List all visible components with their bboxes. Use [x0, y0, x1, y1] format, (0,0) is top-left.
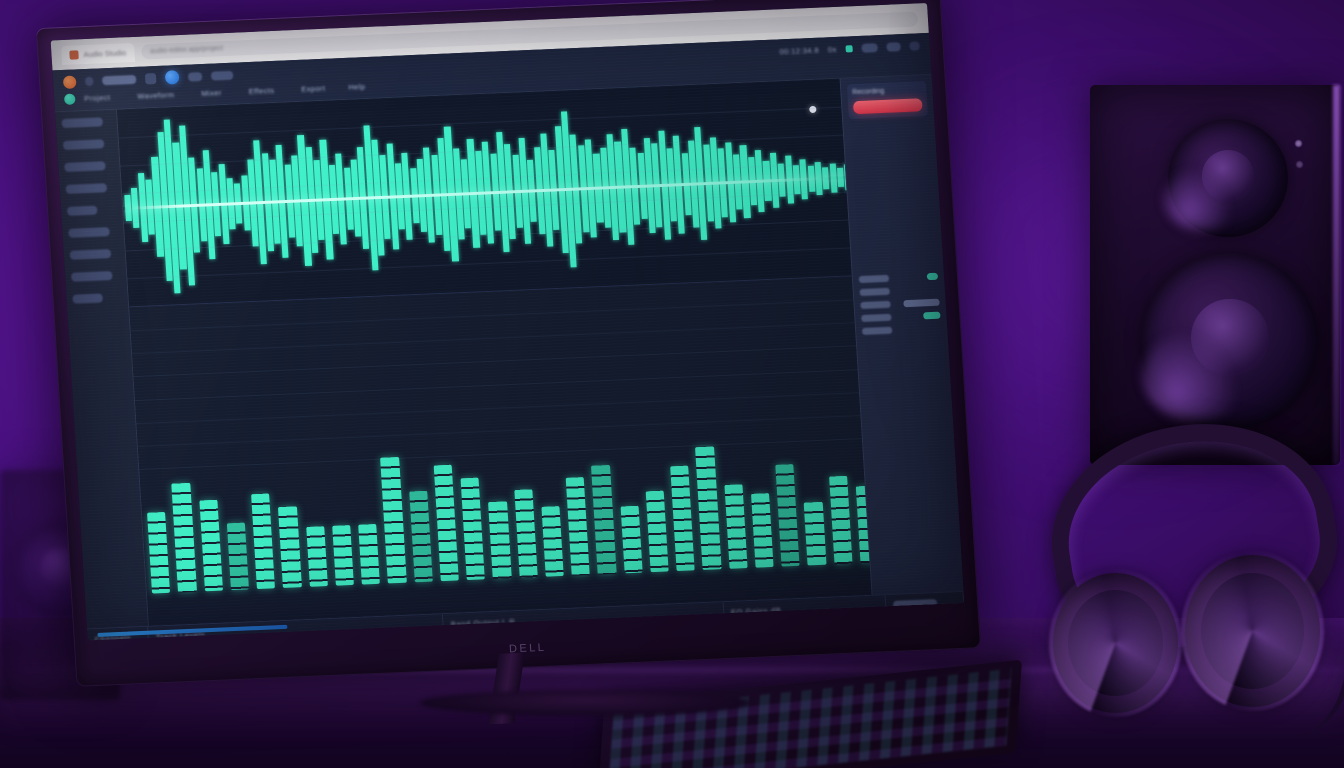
record-status-icon [845, 44, 853, 52]
equalizer-bar[interactable] [591, 465, 617, 575]
browser-tab-title: Audio Studio [83, 47, 127, 59]
equalizer-bar[interactable] [460, 477, 486, 581]
monitor-screen: Audio Studio audio-editor.app/project [50, 2, 965, 641]
record-button[interactable] [852, 98, 923, 115]
earcup-right-ring [1181, 551, 1324, 711]
equalizer-bar[interactable] [380, 456, 407, 584]
equalizer-bar[interactable] [171, 483, 197, 593]
sidebar-item-markers[interactable] [65, 183, 108, 194]
equalizer-bar[interactable] [723, 483, 748, 569]
timecode-readout: 00:12:34.8 [779, 45, 820, 56]
equalizer-bar[interactable] [358, 524, 381, 585]
property-row-format[interactable] [859, 285, 939, 297]
equalizer-bar[interactable] [408, 490, 433, 583]
tab-export[interactable]: Export [301, 83, 326, 94]
computer-monitor: DELL Audio Studio audio-editor.app/proje… [35, 0, 982, 725]
toolbar-handle [84, 76, 94, 86]
speaker-edge-highlight [1333, 85, 1340, 465]
property-key-format [859, 287, 890, 297]
equalizer-bar[interactable] [670, 465, 695, 572]
sidebar-item-library[interactable] [61, 117, 104, 129]
woofer-highlight [1142, 329, 1252, 421]
speaker-status-led [1296, 161, 1303, 168]
browser-tab[interactable]: Audio Studio [60, 42, 135, 65]
studio-speaker-right [1090, 85, 1340, 465]
properties-list [858, 272, 942, 335]
property-row-bitrate[interactable] [861, 311, 941, 323]
equalizer-bar[interactable] [147, 512, 171, 594]
equalizer-pane[interactable] [129, 276, 872, 626]
equalizer-bar[interactable] [828, 475, 853, 565]
zoom-readout: 0x [827, 44, 837, 54]
power-icon[interactable] [909, 40, 920, 51]
equalizer-bar[interactable] [803, 501, 827, 566]
equalizer-bar[interactable] [565, 476, 590, 576]
sidebar-item-presets[interactable] [68, 227, 110, 238]
sidebar-item-settings[interactable] [66, 205, 98, 216]
equalizer-gridline [139, 437, 862, 470]
headphones [1025, 404, 1344, 741]
equalizer-bar[interactable] [278, 506, 302, 589]
play-button-icon[interactable] [164, 70, 180, 85]
property-row-mode[interactable] [861, 324, 942, 335]
tool-pill-a[interactable] [187, 71, 203, 82]
equalizer-bar[interactable] [305, 526, 328, 587]
equalizer-bar[interactable] [513, 489, 538, 578]
recording-card: Recording [846, 81, 928, 120]
equalizer-bar[interactable] [198, 499, 223, 592]
gain-toggle[interactable] [926, 272, 939, 281]
sidebar-item-meters[interactable] [69, 249, 112, 260]
equalizer-bar[interactable] [226, 522, 249, 591]
tool-pill-b[interactable] [210, 70, 234, 81]
sidebar-item-effects[interactable] [64, 161, 106, 172]
session-indicator-icon [63, 93, 76, 105]
tab-effects[interactable]: Effects [248, 85, 275, 97]
property-key-bitrate [861, 313, 892, 323]
tab-waveform[interactable]: Waveform [137, 90, 175, 101]
undo-icon[interactable] [144, 72, 157, 84]
workspace: Recording [55, 74, 964, 629]
property-value-bitrate [922, 311, 941, 320]
equalizer-bar[interactable] [620, 506, 643, 574]
equalizer-bar[interactable] [695, 446, 722, 571]
toolbar-action-b[interactable] [886, 41, 901, 52]
earcup-left-ring [1049, 569, 1182, 717]
equalizer-bar[interactable] [251, 493, 276, 590]
equalizer-bar[interactable] [541, 505, 564, 577]
sidebar-item-more[interactable] [72, 293, 104, 304]
favicon-icon [69, 49, 79, 60]
headphone-earcup-left [1053, 573, 1178, 713]
property-row-sample[interactable] [860, 298, 940, 310]
recording-card-title: Recording [852, 87, 885, 97]
toolbar-action-a[interactable] [861, 42, 878, 53]
property-value-sample [902, 298, 940, 308]
tab-mixer[interactable]: Mixer [201, 88, 223, 99]
equalizer-canvas[interactable] [129, 276, 872, 625]
desk-light-strip [0, 668, 1344, 672]
equalizer-bar[interactable] [775, 464, 800, 567]
app-logo-icon [62, 74, 77, 89]
property-key-mode [861, 326, 893, 335]
tab-help[interactable]: Help [348, 82, 366, 92]
equalizer-bar[interactable] [750, 493, 774, 568]
project-name-pill[interactable] [101, 74, 137, 85]
equalizer-bar[interactable] [331, 525, 354, 586]
headphone-earcup-right [1185, 555, 1320, 707]
equalizer-bar[interactable] [433, 464, 459, 582]
property-key-sample [860, 300, 891, 310]
waveform-pane[interactable] [117, 78, 852, 308]
menu-item-project[interactable]: Project [83, 92, 111, 104]
sidebar-item-tracks[interactable] [62, 139, 105, 151]
equalizer-bar[interactable] [488, 501, 512, 580]
equalizer-bar[interactable] [645, 490, 669, 573]
tweeter-highlight [1164, 167, 1242, 231]
editor-center [117, 78, 872, 626]
property-key-gain [858, 274, 890, 284]
sidebar-item-export[interactable] [71, 271, 113, 282]
speaker-power-led [1295, 140, 1302, 147]
monitor-stand-base [420, 690, 750, 716]
